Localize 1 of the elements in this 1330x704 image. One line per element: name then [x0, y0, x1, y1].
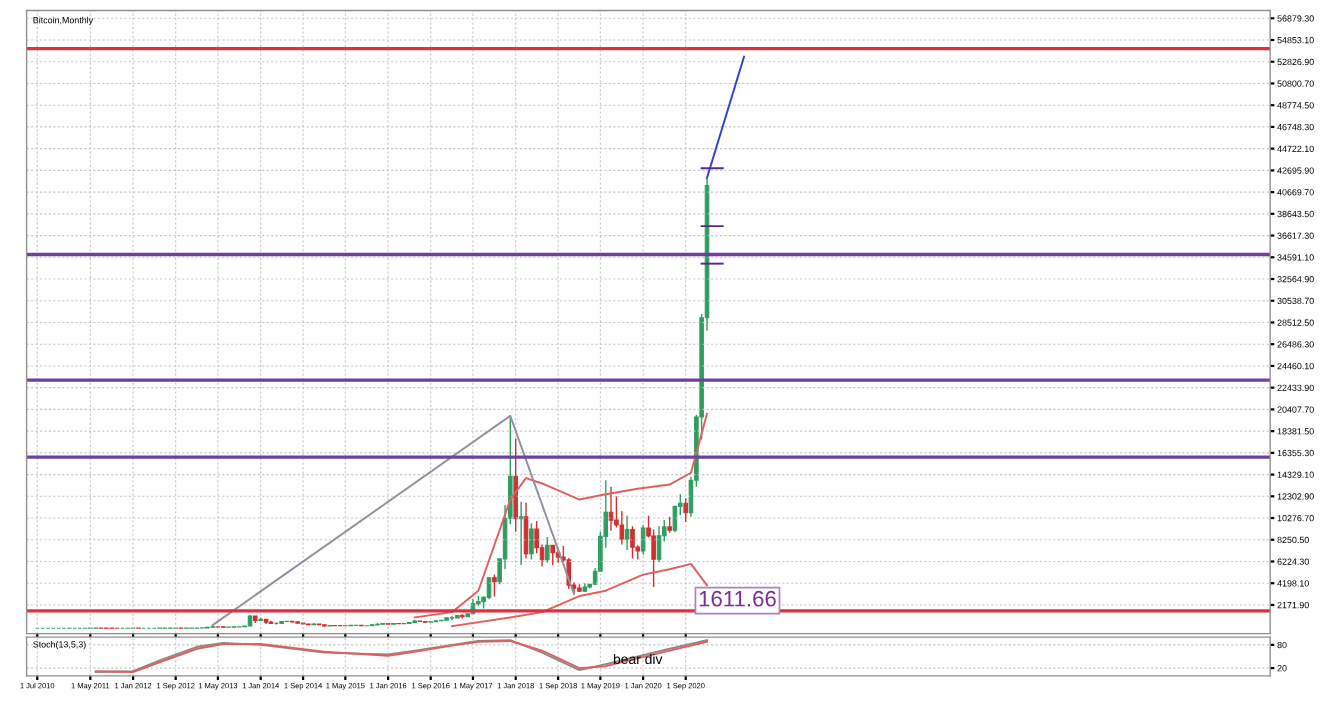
ref-line-label: 1611.66: [699, 590, 776, 607]
